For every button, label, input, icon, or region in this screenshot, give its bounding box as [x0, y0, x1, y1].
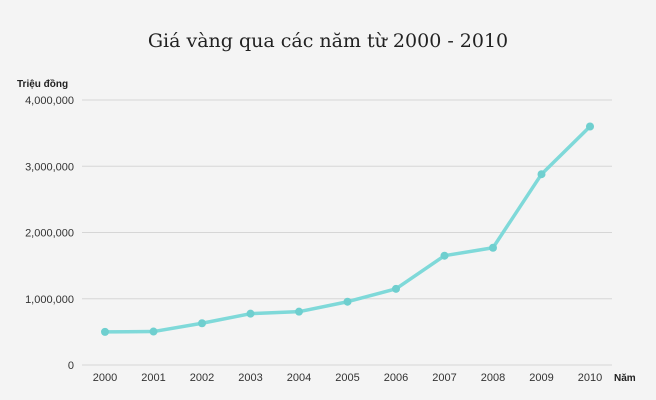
data-point [101, 327, 109, 336]
x-tick-label: 2002 [190, 372, 214, 384]
x-tick-label: 2000 [93, 372, 117, 384]
x-tick-label: 2003 [238, 372, 262, 384]
x-axis-title: Năm [614, 373, 636, 384]
x-tick-label: 2006 [384, 372, 408, 384]
y-tick-label: 0 [68, 360, 74, 372]
data-point [198, 319, 206, 328]
y-axis-ticks: 0 1,000,000 2,000,000 3,000,000 4,000,000 [25, 95, 74, 372]
x-tick-label: 2008 [481, 372, 505, 384]
x-tick-label: 2001 [141, 372, 165, 384]
y-tick-label: 4,000,000 [25, 95, 74, 107]
data-point [392, 284, 400, 293]
x-tick-label: 2010 [578, 372, 602, 384]
series-layer [101, 122, 594, 336]
y-tick-label: 1,000,000 [25, 294, 74, 306]
data-point [295, 307, 303, 316]
chart-title: Giá vàng qua các năm từ 2000 - 2010 [147, 30, 509, 52]
x-axis-ticks: 2000 2001 2002 2003 2004 2005 2006 2007 2008 2009… [93, 372, 602, 384]
data-point [537, 170, 546, 179]
data-point [489, 243, 497, 252]
data-point [343, 297, 352, 306]
x-tick-label: 2005 [335, 372, 359, 384]
data-point [149, 327, 158, 336]
x-tick-label: 2009 [529, 372, 553, 384]
data-point [440, 251, 449, 260]
grid-layer [82, 99, 612, 366]
data-point [586, 122, 594, 131]
y-tick-label: 3,000,000 [25, 161, 74, 173]
y-tick-label: 2,000,000 [25, 228, 74, 240]
y-axis-title: Triệu đồng [17, 78, 68, 90]
data-point [246, 309, 255, 318]
x-tick-label: 2007 [432, 372, 456, 384]
x-tick-label: 2004 [287, 372, 311, 384]
